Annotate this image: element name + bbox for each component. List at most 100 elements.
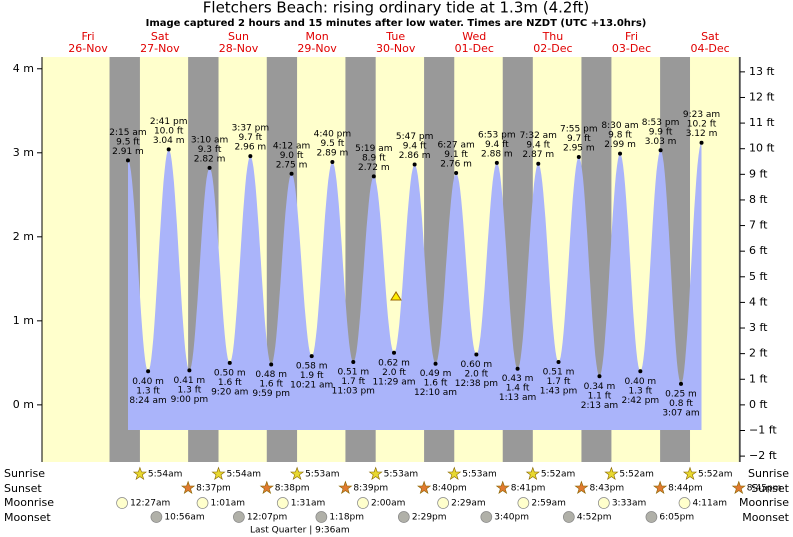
moonrise-icon xyxy=(678,497,691,509)
tide-label: 2.86 m xyxy=(399,151,431,161)
tide-label: 2:42 pm xyxy=(622,396,660,406)
tide-label: 2.87 m xyxy=(522,150,554,160)
y-tick-label: 1 m xyxy=(13,314,34,327)
day-name: Fri xyxy=(625,30,638,43)
tide-label: 6:53 pm xyxy=(478,130,516,140)
tide-point xyxy=(146,369,151,374)
tide-label: 1.9 ft xyxy=(300,371,324,381)
tide-label: 2.82 m xyxy=(194,154,226,164)
tide-point xyxy=(351,360,356,365)
day-name: Mon xyxy=(305,30,328,43)
moonrise-icon xyxy=(437,497,449,509)
tide-point xyxy=(679,381,684,386)
tide-point xyxy=(618,151,623,156)
tide-label: 1.6 ft xyxy=(218,378,242,388)
moonrise-time: 2:00am xyxy=(371,499,406,509)
moonset-time: 10:56am xyxy=(164,513,204,523)
moonrise-time: 12:27am xyxy=(130,499,170,509)
tide-point xyxy=(433,361,438,366)
tide-label: 9:00 pm xyxy=(171,395,209,405)
day-name: Sat xyxy=(151,30,170,43)
day-name: Wed xyxy=(462,30,486,43)
tide-point xyxy=(207,165,212,170)
tide-label: 9.4 ft xyxy=(403,142,427,152)
moonset-time: 1:18pm xyxy=(329,513,364,523)
moonset-icon xyxy=(645,511,658,523)
y2-tick-label: −1 ft xyxy=(749,423,777,436)
night-band xyxy=(738,57,740,462)
tide-point xyxy=(289,171,294,176)
sunrise-time: 5:54am xyxy=(148,470,183,480)
tide-label: 0.51 m xyxy=(543,368,575,378)
tide-label: 11:03 pm xyxy=(332,387,375,397)
day-name: Sun xyxy=(228,30,249,43)
tide-label: 2.91 m xyxy=(112,147,144,157)
tide-label: 8:24 am xyxy=(129,396,166,406)
tide-label: 2.95 m xyxy=(563,143,595,153)
tide-label: 2.72 m xyxy=(358,163,390,173)
tide-label: 9.4 ft xyxy=(485,140,509,150)
moon-phase: Last Quarter | 9:36am xyxy=(250,526,350,536)
plot: 2:15 am9.5 ft2.91 m0.40 m1.3 ft8:24 am2:… xyxy=(109,110,720,430)
tide-label: 2.0 ft xyxy=(465,369,489,379)
day-date: 26-Nov xyxy=(68,42,108,55)
sunset-time: 8:38pm xyxy=(275,484,310,494)
tide-point xyxy=(309,354,314,359)
sunrise-time: 5:53am xyxy=(305,470,340,480)
sunrise-icon xyxy=(211,466,226,481)
sunset-icon xyxy=(338,480,353,495)
tide-label: 3:07 am xyxy=(662,408,699,418)
tide-point xyxy=(125,158,130,163)
tide-label: 8:53 pm xyxy=(642,118,680,128)
sunrise-time: 5:54am xyxy=(227,470,262,480)
sunset-time: 8:44pm xyxy=(668,484,703,494)
moonrise-icon xyxy=(597,497,610,509)
tide-point xyxy=(227,360,232,365)
tide-label: 9.7 ft xyxy=(567,134,591,144)
sunrise-time: 5:52am xyxy=(541,470,576,480)
tide-label: 1.3 ft xyxy=(628,386,652,396)
row-label: Moonrise xyxy=(739,496,789,509)
tide-point xyxy=(556,360,561,365)
tide-label: 0.48 m xyxy=(255,370,287,380)
sunset-time: 8:37pm xyxy=(196,484,231,494)
row-label: Sunset xyxy=(751,482,789,495)
tide-label: 1.6 ft xyxy=(259,380,283,390)
tide-label: 1:13 am xyxy=(499,393,536,403)
tide-label: 0.25 m xyxy=(665,389,697,399)
y-tick-label: 0 m xyxy=(13,398,34,411)
moonset-icon xyxy=(150,511,163,523)
day-name: Thu xyxy=(542,30,564,43)
moonrise-time: 2:29am xyxy=(451,499,486,509)
tide-label: 6:27 am xyxy=(437,140,474,150)
y-tick-label: 2 m xyxy=(13,230,34,243)
chart-subtitle: Image captured 2 hours and 15 minutes af… xyxy=(146,18,647,29)
tide-label: 10.0 ft xyxy=(154,126,184,136)
y2-tick-label: 8 ft xyxy=(749,193,768,206)
y2-tick-label: 4 ft xyxy=(749,295,768,308)
moonrise-time: 1:01am xyxy=(211,499,246,509)
tide-label: 7:32 am xyxy=(520,131,557,141)
tide-point xyxy=(248,154,253,159)
tide-label: 12:10 am xyxy=(414,388,457,398)
tide-point xyxy=(474,352,479,357)
row-label: Sunrise xyxy=(748,467,789,480)
y2-tick-label: 9 ft xyxy=(749,167,768,180)
sunset-icon xyxy=(653,480,668,495)
tide-label: 1.3 ft xyxy=(178,385,202,395)
sunrise-icon xyxy=(525,466,540,481)
tide-label: 1.1 ft xyxy=(588,391,612,401)
tide-label: 1.7 ft xyxy=(547,377,571,387)
day-date: 30-Nov xyxy=(376,42,416,55)
y2-tick-label: 1 ft xyxy=(749,372,768,385)
y-tick-label: 3 m xyxy=(13,146,34,159)
tide-label: 3.03 m xyxy=(645,137,677,147)
moonset-time: 2:29pm xyxy=(412,513,447,523)
y2-tick-label: −2 ft xyxy=(749,449,777,462)
y2-tick-label: 6 ft xyxy=(749,244,768,257)
tide-label: 2.75 m xyxy=(276,160,308,170)
y2-tick-label: 12 ft xyxy=(749,90,775,103)
row-label: Moonset xyxy=(4,511,51,524)
tide-label: 9:20 am xyxy=(211,387,248,397)
tide-label: 9.9 ft xyxy=(649,127,673,137)
